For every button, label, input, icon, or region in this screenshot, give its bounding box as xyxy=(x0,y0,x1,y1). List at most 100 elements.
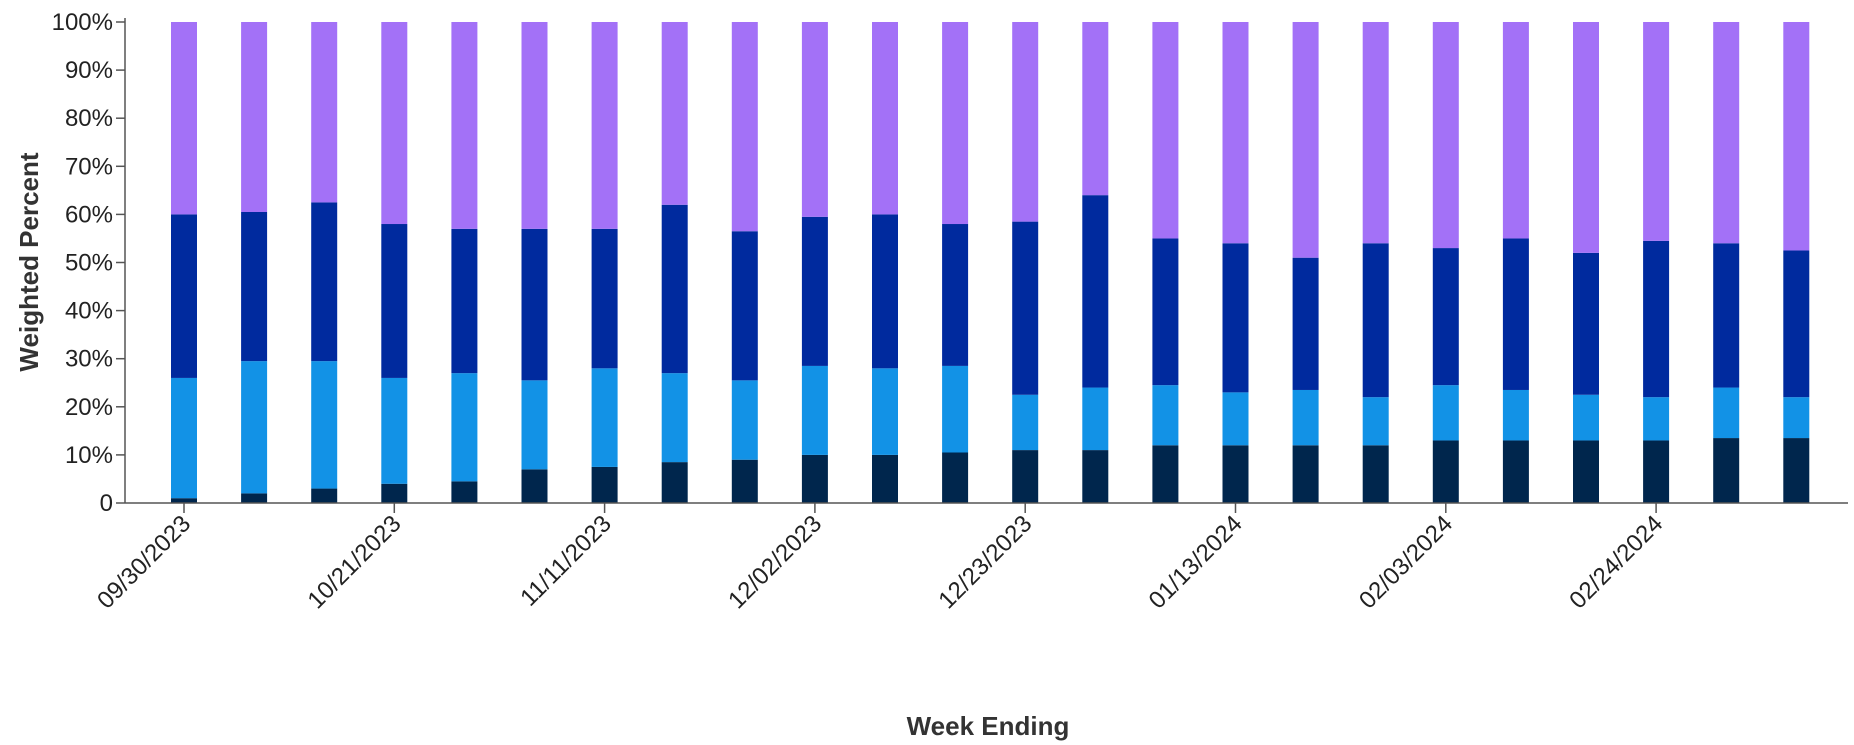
bar-segment-3-11-11-2023 xyxy=(591,228,618,369)
bar-segment-4-10-28-2023 xyxy=(451,22,478,229)
bar-segment-1-11-04-2023 xyxy=(521,469,548,503)
bar-segment-3-10-28-2023 xyxy=(451,228,478,374)
bar-segment-2-01-20-2024 xyxy=(1292,389,1319,446)
x-tick-label: 11/11/2023 xyxy=(515,510,617,612)
y-tick-label: 10% xyxy=(65,442,113,469)
bar-segment-1-10-07-2023 xyxy=(241,493,268,503)
bar-segment-2-01-27-2024 xyxy=(1362,397,1389,446)
bar-segment-2-02-17-2024 xyxy=(1573,394,1599,441)
bar-segment-2-10-28-2023 xyxy=(451,373,478,482)
bar-segment-1-02-03-2024 xyxy=(1432,440,1459,503)
bar-segment-3-10-07-2023 xyxy=(241,212,268,362)
bar-segment-4-11-04-2023 xyxy=(521,22,548,229)
bar-segment-3-12-16-2023 xyxy=(942,224,969,366)
bar-segment-2-11-11-2023 xyxy=(591,368,618,467)
y-axis: 0 10% 20% 30% 40% 50% 60% 70% 80% 90% 100% xyxy=(52,9,126,517)
y-tick-label: 100% xyxy=(52,9,113,36)
bar-segment-1-12-02-2023 xyxy=(801,454,828,503)
bar-segment-1-02-24-2024 xyxy=(1643,440,1670,503)
bar-segment-4-12-30-2023 xyxy=(1082,22,1109,196)
bar-segment-3-02-03-2024 xyxy=(1432,248,1459,386)
bar-segment-4-11-11-2023 xyxy=(591,22,618,229)
bar-segment-4-11-25-2023 xyxy=(731,22,758,232)
bar-segment-4-10-21-2023 xyxy=(381,22,408,225)
y-tick-label: 90% xyxy=(65,57,113,84)
bar-segment-2-02-03-2024 xyxy=(1432,385,1459,441)
bar-segment-2-02-24-2024 xyxy=(1643,397,1670,441)
bar-segment-2-01-13-2024 xyxy=(1222,392,1249,446)
bar-segment-4-12-09-2023 xyxy=(872,22,898,215)
x-tick-label: 12/23/2023 xyxy=(933,510,1037,614)
bar-segment-3-10-21-2023 xyxy=(381,224,408,378)
bar-segment-1-10-14-2023 xyxy=(311,488,338,503)
bar-segment-4-10-14-2023 xyxy=(311,22,338,203)
bar-segment-1-09-30-2023 xyxy=(171,498,197,503)
y-tick-label: 60% xyxy=(65,201,113,228)
bar-segment-2-11-04-2023 xyxy=(521,380,548,470)
bar-segment-2-11-18-2023 xyxy=(661,373,688,463)
bar-segment-3-01-27-2024 xyxy=(1362,243,1389,398)
bar-segment-3-11-18-2023 xyxy=(661,204,688,374)
bar-segment-2-12-02-2023 xyxy=(801,365,828,455)
bar-segment-4-01-13-2024 xyxy=(1222,22,1249,244)
bar-segment-3-03-02-2024 xyxy=(1713,243,1740,388)
y-tick-label: 20% xyxy=(65,394,113,421)
bar-segment-1-12-16-2023 xyxy=(942,452,969,503)
bar-segment-3-12-02-2023 xyxy=(801,216,828,366)
bar-segment-2-12-23-2023 xyxy=(1012,394,1039,451)
bar-segment-2-10-14-2023 xyxy=(311,361,338,489)
y-tick-label: 0 xyxy=(100,490,113,517)
bar-segment-2-11-25-2023 xyxy=(731,380,758,460)
bar-segment-3-11-04-2023 xyxy=(521,228,548,381)
bar-segment-3-03-09-2024 xyxy=(1783,250,1810,398)
bar-segment-2-12-30-2023 xyxy=(1082,387,1109,451)
bar-segment-4-01-20-2024 xyxy=(1292,22,1319,258)
bar-segment-4-12-23-2023 xyxy=(1012,22,1039,222)
bar-segment-1-03-02-2024 xyxy=(1713,438,1740,503)
bar-segment-2-01-06-2024 xyxy=(1152,385,1179,446)
bar-segment-1-02-10-2024 xyxy=(1502,440,1529,503)
y-tick-label: 40% xyxy=(65,298,113,325)
bar-segment-3-02-24-2024 xyxy=(1643,240,1670,398)
bar-segment-1-02-17-2024 xyxy=(1573,440,1599,503)
bar-segment-1-03-09-2024 xyxy=(1783,438,1810,503)
bar-segment-4-11-18-2023 xyxy=(661,22,688,205)
y-tick-label: 80% xyxy=(65,105,113,132)
bar-segment-4-09-30-2023 xyxy=(171,22,197,215)
bar-segment-2-10-07-2023 xyxy=(241,361,268,494)
y-tick-label: 70% xyxy=(65,153,113,180)
bar-segment-3-01-06-2024 xyxy=(1152,238,1179,386)
bar-segment-1-01-13-2024 xyxy=(1222,445,1249,503)
bar-segment-1-11-25-2023 xyxy=(731,459,758,503)
bar-segment-3-12-09-2023 xyxy=(872,214,898,369)
y-axis-title: Weighted Percent xyxy=(14,152,44,371)
bar-segment-1-01-06-2024 xyxy=(1152,445,1179,503)
bars-layer xyxy=(171,22,1810,503)
bar-segment-1-11-11-2023 xyxy=(591,466,618,503)
bar-segment-3-02-17-2024 xyxy=(1573,252,1599,395)
bar-segment-2-02-10-2024 xyxy=(1502,389,1529,441)
bar-segment-1-01-27-2024 xyxy=(1362,445,1389,503)
bar-segment-1-12-23-2023 xyxy=(1012,450,1039,503)
y-tick-label: 50% xyxy=(65,250,113,277)
bar-segment-4-02-24-2024 xyxy=(1643,22,1670,241)
bar-segment-3-01-20-2024 xyxy=(1292,257,1319,390)
y-tick-label: 30% xyxy=(65,346,113,373)
bar-segment-2-09-30-2023 xyxy=(171,377,197,499)
x-tick-label: 01/13/2024 xyxy=(1144,510,1248,614)
bar-segment-1-12-30-2023 xyxy=(1082,450,1109,503)
bar-segment-3-09-30-2023 xyxy=(171,214,197,378)
bar-segment-3-02-10-2024 xyxy=(1502,238,1529,390)
bar-segment-3-10-14-2023 xyxy=(311,202,338,362)
bar-segment-4-01-06-2024 xyxy=(1152,22,1179,239)
bar-segment-1-01-20-2024 xyxy=(1292,445,1319,503)
bar-segment-3-12-30-2023 xyxy=(1082,195,1109,388)
x-axis: 09/30/2023 10/21/2023 11/11/2023 12/02/2023… xyxy=(92,502,1848,614)
bar-segment-4-12-16-2023 xyxy=(942,22,969,225)
bar-segment-2-03-09-2024 xyxy=(1783,397,1810,439)
bar-segment-3-11-25-2023 xyxy=(731,231,758,381)
x-tick-label: 12/02/2023 xyxy=(723,510,827,614)
bar-segment-3-01-13-2024 xyxy=(1222,243,1249,393)
bar-segment-1-11-18-2023 xyxy=(661,462,688,503)
x-tick-label: 09/30/2023 xyxy=(92,510,196,614)
